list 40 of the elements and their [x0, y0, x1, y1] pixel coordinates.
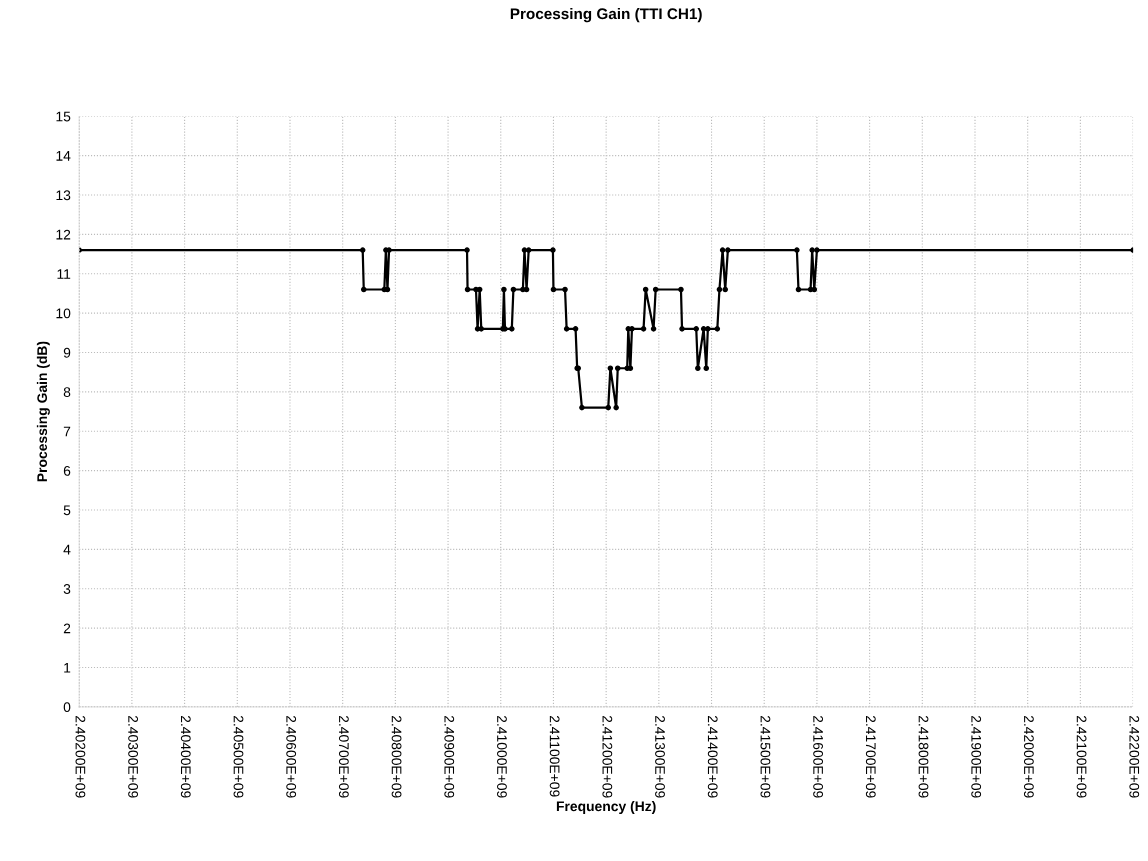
x-tick-label: 2.41700E+09 — [865, 715, 876, 798]
y-tick-label: 4 — [63, 544, 71, 555]
y-tick-label: 0 — [63, 702, 71, 713]
x-tick-label: 2.41200E+09 — [602, 715, 613, 798]
x-tick-label: 2.41800E+09 — [918, 715, 929, 798]
x-tick-label: 2.41500E+09 — [760, 715, 771, 798]
y-tick-label: 3 — [63, 584, 71, 594]
x-tick-label: 2.41100E+09 — [549, 715, 560, 797]
y-tick-label: 2 — [63, 623, 71, 634]
x-tick-label: 2.40200E+09 — [75, 715, 86, 798]
y-tick-label: 1 — [64, 662, 71, 673]
x-tick-label: 2.40600E+09 — [286, 715, 297, 798]
x-axis-title: Frequency (Hz) — [556, 801, 656, 814]
x-tick-label: 2.41600E+09 — [813, 715, 824, 798]
x-tick-label: 2.41400E+09 — [707, 715, 718, 798]
y-tick-label: 12 — [56, 229, 71, 240]
x-tick-label: 2.40500E+09 — [233, 715, 244, 798]
y-tick-label: 7 — [63, 426, 71, 437]
y-tick-label: 14 — [56, 151, 71, 161]
chart-title: Processing Gain (TTI CH1) — [510, 7, 702, 23]
x-tick-label: 2.40300E+09 — [128, 715, 139, 798]
x-tick-label: 2.41000E+09 — [497, 715, 507, 798]
y-tick-label: 10 — [56, 308, 71, 319]
x-tick-label: 2.42100E+09 — [1076, 715, 1087, 798]
x-tick-label: 2.41300E+09 — [655, 715, 665, 798]
x-tick-label: 2.40700E+09 — [338, 715, 349, 798]
x-tick-label: 2.40900E+09 — [444, 715, 455, 798]
y-tick-label: 11 — [57, 269, 71, 279]
x-tick-label: 2.40800E+09 — [391, 715, 402, 798]
x-tick-label: 2.40400E+09 — [180, 715, 191, 798]
y-tick-label: 13 — [56, 190, 71, 201]
y-tick-label: 5 — [63, 505, 71, 516]
y-axis-title: Processing Gain (dB) — [36, 341, 50, 482]
x-tick-label: 2.42200E+09 — [1129, 715, 1140, 798]
x-tick-label: 2.42000E+09 — [1023, 715, 1034, 798]
y-tick-label: 6 — [63, 465, 71, 476]
y-tick-label: 9 — [63, 347, 71, 358]
y-tick-label: 15 — [56, 111, 71, 122]
y-tick-label: 8 — [63, 387, 71, 398]
x-tick-label: 2.41900E+09 — [971, 715, 982, 798]
